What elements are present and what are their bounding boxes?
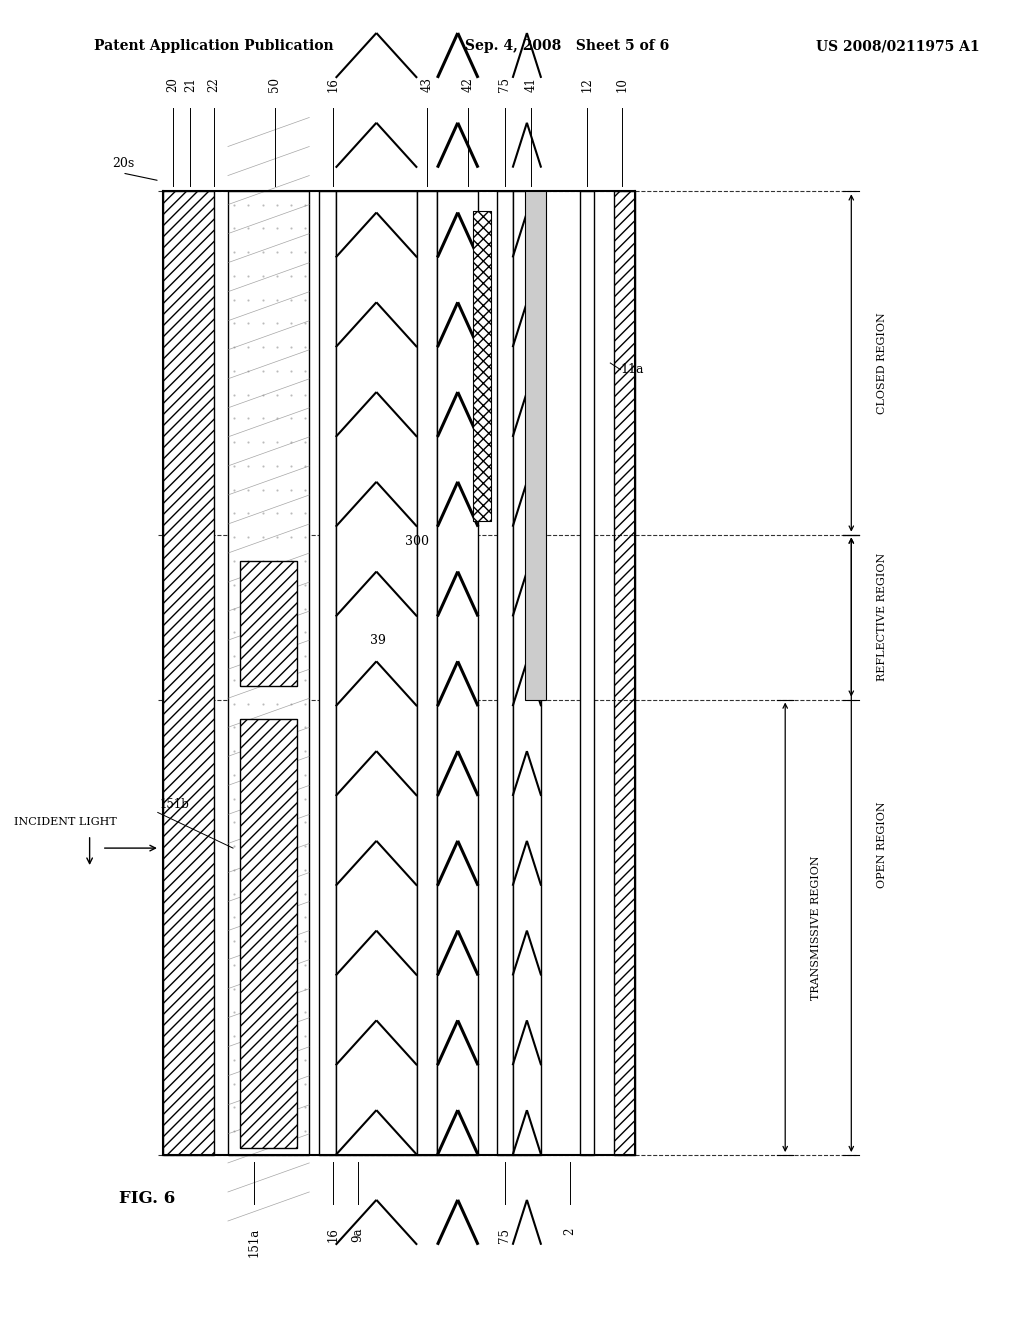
Text: INCIDENT LIGHT: INCIDENT LIGHT xyxy=(14,817,117,826)
Text: 50: 50 xyxy=(268,78,282,92)
Text: 75: 75 xyxy=(498,78,511,92)
Text: REFLECTIVE REGION: REFLECTIVE REGION xyxy=(877,553,887,681)
Text: FIG. 6: FIG. 6 xyxy=(119,1191,175,1206)
Text: 11a: 11a xyxy=(621,363,644,376)
Bar xyxy=(437,191,478,1155)
Text: 151a: 151a xyxy=(248,1228,261,1257)
Bar xyxy=(163,191,214,1155)
Bar xyxy=(614,191,635,1155)
Text: 21: 21 xyxy=(183,78,197,92)
Text: 16: 16 xyxy=(327,78,339,92)
Text: 43: 43 xyxy=(421,78,434,92)
Bar xyxy=(473,211,492,521)
Bar xyxy=(228,191,309,1155)
Bar xyxy=(525,191,546,700)
Bar xyxy=(473,211,492,521)
Bar xyxy=(498,191,513,1155)
Text: 20: 20 xyxy=(167,78,179,92)
Bar xyxy=(417,191,437,1155)
Text: 22: 22 xyxy=(207,78,220,92)
Text: 39: 39 xyxy=(371,634,386,647)
Text: 75: 75 xyxy=(498,1228,511,1242)
Bar xyxy=(580,191,594,1155)
Bar xyxy=(241,561,297,686)
Text: 151b: 151b xyxy=(160,799,189,810)
Bar xyxy=(241,561,297,686)
Text: Patent Application Publication: Patent Application Publication xyxy=(93,40,334,53)
Bar xyxy=(336,191,417,1155)
Text: 20s: 20s xyxy=(112,157,134,170)
Text: TRANSMISSIVE REGION: TRANSMISSIVE REGION xyxy=(811,855,820,999)
Bar xyxy=(163,191,214,1155)
Text: 12: 12 xyxy=(581,78,593,92)
Text: US 2008/0211975 A1: US 2008/0211975 A1 xyxy=(816,40,979,53)
Text: Sep. 4, 2008   Sheet 5 of 6: Sep. 4, 2008 Sheet 5 of 6 xyxy=(465,40,669,53)
Text: 16: 16 xyxy=(327,1228,339,1242)
Bar xyxy=(319,191,336,1155)
Bar xyxy=(241,719,297,1148)
Text: 41: 41 xyxy=(524,78,538,92)
Text: 10: 10 xyxy=(616,78,629,92)
Text: CLOSED REGION: CLOSED REGION xyxy=(877,312,887,414)
Text: 300: 300 xyxy=(406,535,429,548)
Text: 42: 42 xyxy=(462,78,474,92)
Text: 71: 71 xyxy=(476,310,493,323)
Text: 2: 2 xyxy=(563,1228,577,1236)
Bar xyxy=(513,191,541,1155)
Text: 9a: 9a xyxy=(351,1228,365,1242)
Text: OPEN REGION: OPEN REGION xyxy=(877,801,887,888)
Bar xyxy=(241,719,297,1148)
